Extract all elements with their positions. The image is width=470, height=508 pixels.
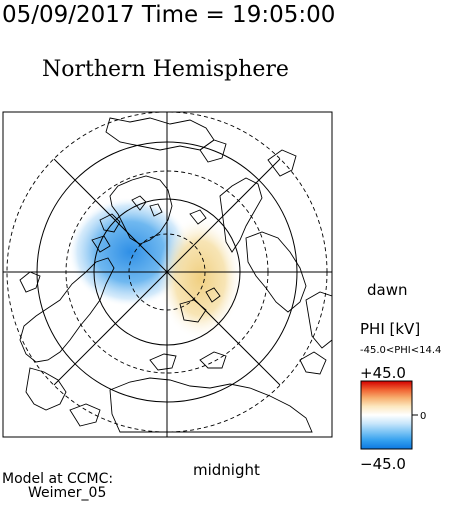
colorbar-min-label: −45.0 (360, 455, 406, 473)
colorbar-max-label: +45.0 (360, 364, 406, 382)
map-panel (3, 112, 332, 437)
map-frame (2, 111, 333, 438)
colorbar-gradient (360, 380, 413, 450)
hemisphere-title: Northern Hemisphere (42, 57, 289, 82)
credits-line2: Weimer_05 (28, 485, 106, 501)
colorbar: PHI [kV] -45.0<PHI<14.4 +45.0 0 −45.0 (360, 320, 441, 473)
colorbar-zero-label: 0 (420, 411, 426, 422)
colorbar-title: PHI [kV] (360, 320, 420, 338)
colorbar-range: -45.0<PHI<14.4 (360, 345, 441, 356)
meridian-lines (3, 112, 332, 437)
dawn-label: dawn (367, 281, 408, 299)
midnight-label: midnight (193, 461, 260, 479)
datetime-title: 05/09/2017 Time = 19:05:00 (2, 2, 335, 28)
positive-potential-cell (158, 216, 242, 340)
credits-line1: Model at CCMC: (2, 471, 113, 487)
coastlines (19, 117, 332, 433)
